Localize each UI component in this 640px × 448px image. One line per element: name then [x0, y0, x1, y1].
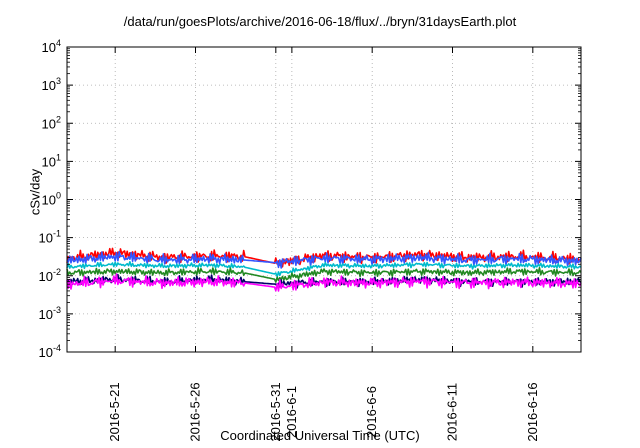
series-layer [66, 247, 582, 292]
y-tick-label: 10-4 [39, 343, 61, 360]
grid-layer [67, 47, 581, 352]
y-tick-label: 104 [42, 38, 61, 55]
y-tick-label: 10-1 [39, 229, 61, 246]
y-tick-label: 10-3 [39, 305, 61, 322]
series-line-2 [66, 250, 582, 269]
y-tick-label: 100 [42, 191, 61, 208]
x-tick-label: 2016-6-6 [364, 386, 379, 438]
axis-layer: 10-4 10-3 10-2 10-1 100 101 102 103 104 2016-5-21… [39, 38, 582, 442]
series-line-4 [66, 267, 582, 283]
x-tick-label: 2016-5-26 [188, 382, 203, 441]
series-line-3 [66, 261, 582, 278]
x-axis-label: Coordinated Universal Time (UTC) [220, 428, 420, 443]
y-tick-label: 102 [42, 114, 61, 131]
x-tick-label: 2016-6-16 [525, 382, 540, 441]
y-axis-label: cSv/day [27, 168, 43, 216]
y-tick-label: 101 [42, 152, 61, 169]
plot-frame [66, 46, 582, 353]
series-line-6 [66, 273, 582, 292]
x-tick-label: 2016-5-21 [107, 382, 122, 441]
x-tick-label: 2016-6-11 [445, 383, 460, 441]
y-tick-label: 103 [42, 76, 61, 93]
x-tick-label: 2016-5-31 [268, 382, 283, 441]
x-tick-label: 2016-6-1 [284, 386, 299, 438]
chart-title: /data/run/goesPlots/archive/2016-06-18/f… [123, 14, 517, 29]
y-tick-label: 10-2 [39, 267, 61, 284]
